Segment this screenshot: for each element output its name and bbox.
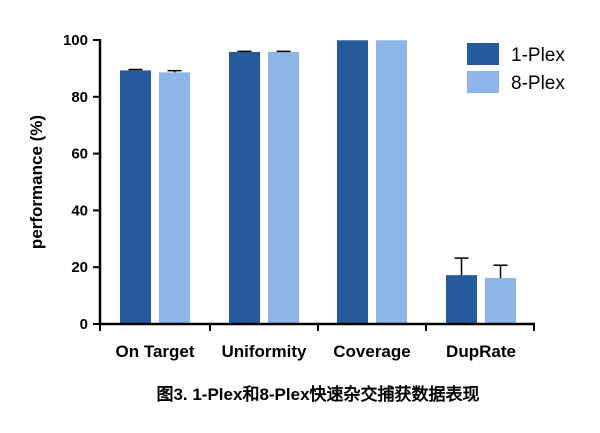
bar-1-plex-duprate: [446, 275, 477, 324]
y-tick-label: 60: [71, 146, 88, 163]
x-tick-label: Uniformity: [222, 342, 308, 361]
legend-swatch-1-plex: [467, 43, 499, 65]
x-tick-label: DupRate: [446, 342, 516, 361]
y-axis-ticks: 0 20 40 60 80 100: [63, 32, 100, 333]
y-tick-label: 100: [63, 32, 88, 49]
bar-8-plex-uniformity: [268, 51, 299, 324]
y-tick-label: 40: [71, 202, 88, 219]
bar-8-plex-coverage: [376, 40, 407, 325]
bar-1-plex-on-target: [120, 70, 151, 324]
legend-label-8-plex: 8-Plex: [511, 73, 565, 94]
y-axis-title: performance (%): [27, 115, 46, 249]
y-tick-label: 80: [71, 89, 88, 106]
legend-label-1-plex: 1-Plex: [511, 45, 565, 66]
x-axis-labels: On Target Uniformity Coverage DupRate: [115, 342, 515, 361]
figure-caption: 图3. 1-Plex和8-Plex快速杂交捕获数据表现: [156, 384, 479, 404]
y-tick-label: 0: [80, 316, 88, 333]
bar-1-plex-uniformity: [229, 51, 260, 324]
bar-1-plex-coverage: [337, 40, 368, 325]
axes: [98, 39, 535, 331]
bar-8-plex-duprate: [485, 277, 516, 324]
legend: 1-Plex 8-Plex: [467, 43, 565, 94]
bar-series: [120, 40, 516, 325]
error-bars: [128, 50, 508, 278]
x-tick-label: On Target: [115, 342, 194, 361]
y-tick-label: 20: [71, 259, 88, 276]
x-tick-label: Coverage: [333, 342, 410, 361]
bar-8-plex-on-target: [159, 72, 190, 324]
legend-swatch-8-plex: [467, 71, 499, 93]
